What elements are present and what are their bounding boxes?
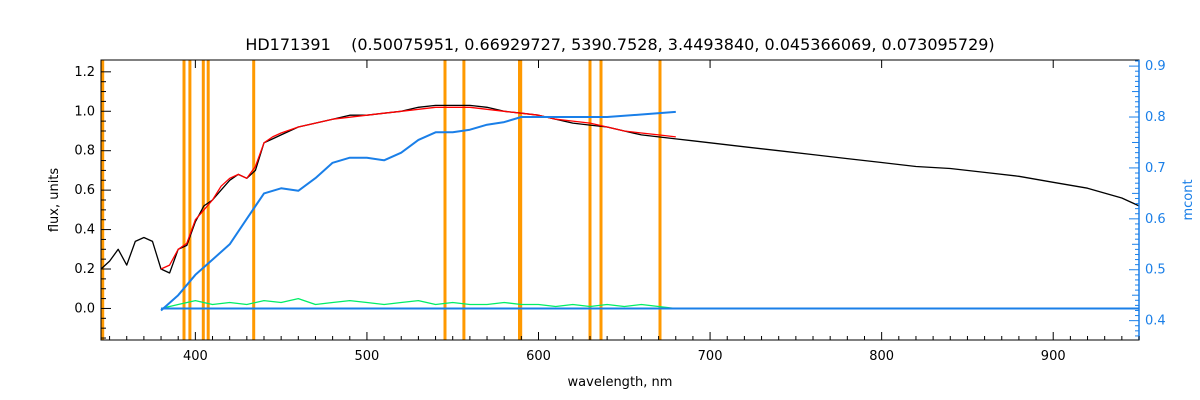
- y-tick-label: 0.4: [74, 223, 95, 238]
- y-right-tick-label: 0.5: [1145, 263, 1166, 278]
- y-tick-label: 1.0: [74, 104, 95, 119]
- y-tick-label: 0.0: [74, 301, 95, 316]
- y-right-axis: 0.4 0.5 0.6 0.7 0.8 0.9: [1129, 59, 1166, 337]
- x-axis-label: wavelength, nm: [568, 375, 673, 390]
- x-tick-label: 800: [869, 349, 894, 364]
- series-residuals: [160, 297, 676, 310]
- y-axis: 0.0 0.2 0.4 0.6 0.8 1.0 1.2: [74, 65, 111, 339]
- series-continuum: [160, 110, 676, 312]
- y-right-tick-label: 0.7: [1145, 161, 1166, 176]
- series-layer: [100, 104, 1140, 312]
- x-axis: 400 500 600 700 800 900: [109, 60, 1140, 364]
- y-right-tick-label: 0.4: [1145, 314, 1166, 329]
- y-tick-label: 0.2: [74, 262, 95, 277]
- x-tick-label: 500: [355, 349, 380, 364]
- plot-frame: [100, 59, 1140, 341]
- y-right-axis-label: mcont: [1181, 179, 1196, 220]
- y-axis-label: flux, units: [47, 168, 62, 233]
- series-model: [160, 106, 676, 270]
- x-tick-label: 600: [526, 349, 551, 364]
- y-tick-label: 0.8: [74, 144, 95, 159]
- y-right-tick-label: 0.6: [1145, 212, 1166, 227]
- y-right-tick-label: 0.9: [1145, 59, 1166, 74]
- y-tick-label: 1.2: [74, 65, 95, 80]
- x-tick-label: 900: [1041, 349, 1066, 364]
- vertical-lines: [101, 60, 662, 340]
- series-observed: [100, 104, 1140, 274]
- x-tick-label: 400: [183, 349, 208, 364]
- y-tick-label: 0.6: [74, 183, 95, 198]
- x-tick-label: 700: [698, 349, 723, 364]
- y-right-tick-label: 0.8: [1145, 110, 1166, 125]
- chart-title: HD171391 (0.50075951, 0.66929727, 5390.7…: [245, 35, 994, 54]
